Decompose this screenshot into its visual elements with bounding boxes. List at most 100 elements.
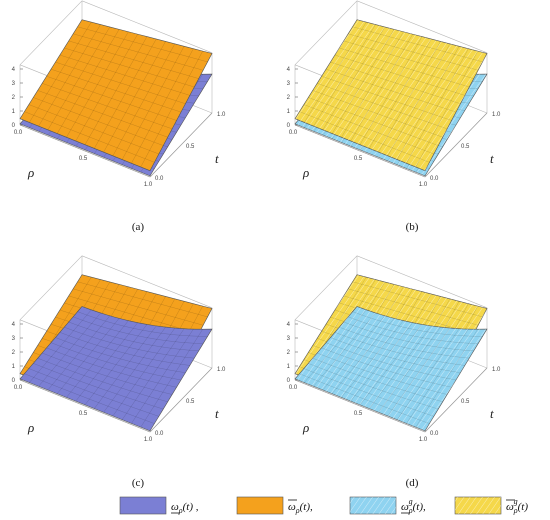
mesh-line: [121, 46, 185, 160]
mesh-line: [330, 337, 461, 373]
mesh-line: [313, 24, 376, 127]
rho-tick-label: 0.5: [354, 156, 363, 162]
rho-axis-label: ρ: [302, 420, 309, 435]
mesh-line: [348, 33, 479, 71]
surface-hatch: [295, 306, 487, 431]
z-tick-label: 4: [12, 322, 16, 328]
t-tick-label: 0.0: [430, 431, 439, 437]
rho-tick-label: 0.5: [79, 411, 88, 417]
mesh-line: [341, 320, 404, 398]
surface-fill: [19, 19, 213, 172]
mesh-line: [103, 41, 166, 153]
mesh-line: [321, 76, 452, 121]
box-edge: [149, 367, 213, 433]
mesh-line: [308, 363, 439, 410]
panel-label: (a): [132, 221, 145, 233]
t-axis-label: t: [215, 406, 219, 421]
surface-upper_bar: [19, 19, 213, 172]
box-edge: [19, 255, 83, 321]
box-edge: [19, 379, 151, 433]
mesh-line: [94, 38, 157, 149]
t-tick-label: 0.5: [461, 399, 470, 405]
mesh-line: [42, 83, 173, 130]
mesh-line: [77, 311, 208, 337]
legend-item-lower_g: ωρg(t),: [349, 496, 426, 515]
rho-tick-label: 0.5: [354, 411, 363, 417]
t-tick-label: 1.0: [217, 367, 226, 373]
mesh-line: [312, 357, 443, 403]
mesh-line: [75, 34, 138, 142]
mesh-line: [73, 33, 204, 71]
box-edge: [19, 0, 83, 66]
panel-label: (c): [132, 477, 145, 489]
mesh-line: [313, 312, 376, 387]
mesh-line: [55, 337, 186, 373]
rho-axis-label: ρ: [27, 165, 34, 180]
box-edge: [356, 255, 488, 309]
mesh-line: [352, 281, 483, 318]
mesh-line: [68, 295, 199, 334]
mesh-line: [330, 61, 461, 104]
mesh-line: [350, 34, 413, 142]
surface-fill: [19, 306, 213, 432]
legend-label: ωρ(t),: [288, 501, 313, 515]
mesh-line: [47, 315, 111, 391]
mesh-line: [406, 328, 469, 424]
mesh-line: [359, 324, 423, 406]
mesh-line: [94, 325, 157, 409]
legend-label: ωρg(t): [506, 497, 528, 515]
mesh-line: [66, 320, 129, 398]
box-edge: [424, 112, 488, 178]
z-tick-label: 3: [12, 81, 16, 87]
legend-label: ωρg(t),: [401, 497, 426, 515]
mesh-line: [64, 326, 195, 359]
z-tick-label: 4: [287, 322, 291, 328]
t-tick-label: 0.0: [155, 431, 164, 437]
mesh-line: [42, 352, 173, 395]
mesh-line: [396, 328, 460, 420]
z-tick-label: 3: [12, 336, 16, 342]
z-tick-label: 3: [287, 336, 291, 342]
rho-tick-label: 1.0: [419, 182, 428, 188]
mesh-line: [352, 26, 483, 63]
mesh-line: [308, 97, 439, 146]
mesh-line: [77, 26, 208, 63]
surface-lower_bar: [19, 306, 213, 432]
z-tick-label: 0: [287, 123, 291, 129]
mesh-line: [334, 332, 465, 366]
mesh-line: [38, 312, 101, 387]
mesh-line: [378, 41, 441, 153]
mesh-line: [369, 38, 432, 149]
mesh-line: [350, 322, 413, 402]
mesh-line: [334, 54, 465, 96]
legend-item-lower_bar: ωρ(t) ,: [119, 496, 199, 515]
legend-swatch: [236, 496, 284, 515]
mesh-line: [348, 316, 479, 344]
mesh-line: [59, 54, 190, 96]
z-tick-label: 2: [287, 350, 291, 356]
mesh-line: [66, 31, 129, 138]
box-edge: [294, 124, 426, 178]
mesh-line: [24, 111, 155, 163]
mesh-line: [387, 43, 451, 156]
mesh-line: [325, 342, 457, 381]
mesh-line: [56, 29, 120, 134]
mesh-line: [303, 368, 434, 417]
z-tick-label: 4: [12, 67, 16, 73]
mesh-line: [348, 288, 479, 326]
mesh-line: [112, 43, 176, 156]
surface-hatch: [295, 19, 487, 171]
z-tick-label: 4: [287, 67, 291, 73]
z-tick-label: 0: [12, 378, 16, 384]
mesh-line: [73, 288, 204, 326]
mesh-line: [47, 26, 111, 130]
legend-item-upper_g: ωρg(t): [454, 496, 528, 515]
legend-swatch-hatch: [350, 497, 396, 514]
mesh-line: [317, 83, 448, 130]
mesh-line: [331, 318, 395, 394]
mesh-line: [24, 373, 155, 424]
mesh-line: [33, 363, 164, 410]
